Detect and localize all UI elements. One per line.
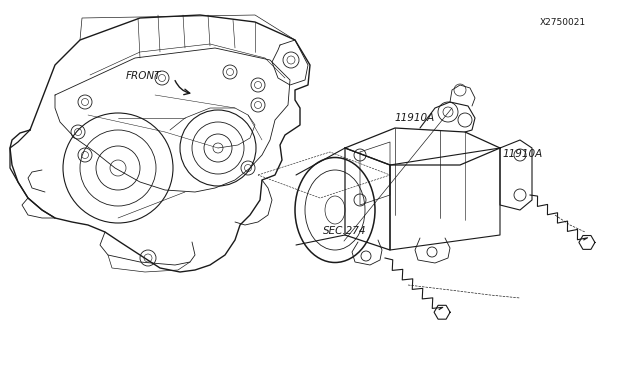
Text: FRONT: FRONT: [126, 71, 162, 81]
Text: 11910A: 11910A: [502, 150, 543, 159]
Text: 11910A: 11910A: [395, 113, 435, 123]
Text: SEC.274: SEC.274: [323, 227, 366, 236]
Text: X2750021: X2750021: [540, 18, 586, 27]
